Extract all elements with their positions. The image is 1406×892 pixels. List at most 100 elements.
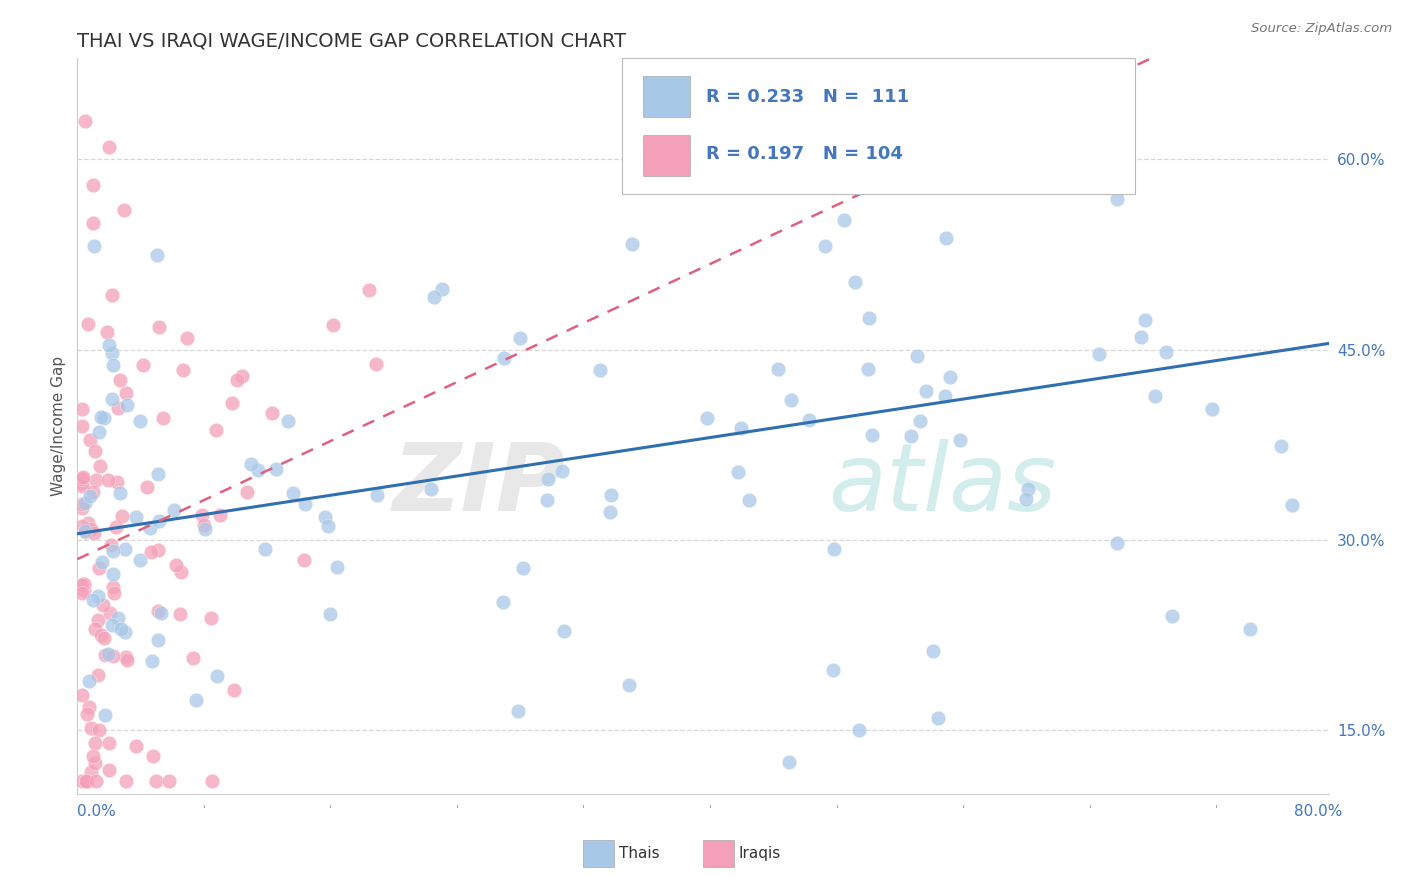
Point [83, 239, 105, 253]
Point [799, 413, 821, 427]
Point [900, 429, 922, 443]
Point [226, 373, 249, 387]
Point [1107, 536, 1129, 550]
Point [512, 560, 534, 574]
Point [364, 357, 387, 371]
Point [87, 667, 110, 681]
Point [208, 508, 231, 523]
Point [419, 483, 441, 497]
Point [165, 558, 187, 573]
Point [101, 618, 124, 632]
Point [129, 553, 152, 567]
Point [905, 349, 928, 363]
Point [194, 523, 217, 537]
Point [152, 410, 174, 425]
Point [82, 178, 104, 192]
Text: atlas: atlas [828, 439, 1056, 531]
Point [294, 553, 316, 567]
Text: 80.0%: 80.0% [1295, 805, 1343, 819]
Point [82, 592, 104, 607]
Point [84, 735, 107, 749]
Point [101, 287, 124, 301]
Point [117, 398, 139, 412]
Point [145, 774, 167, 789]
Point [620, 237, 643, 252]
Point [103, 358, 125, 372]
Point [89, 458, 111, 473]
Point [128, 413, 150, 427]
Point [125, 510, 148, 524]
Point [146, 603, 169, 617]
Point [83, 526, 105, 541]
Point [114, 774, 136, 789]
Point [780, 392, 803, 407]
Point [70, 479, 93, 493]
Point [357, 283, 380, 297]
Point [319, 607, 342, 622]
Point [83, 756, 105, 770]
Point [82, 484, 104, 499]
Point [163, 502, 186, 516]
Point [927, 711, 949, 725]
Point [70, 688, 93, 702]
Point [738, 492, 761, 507]
Point [70, 497, 93, 511]
Point [70, 472, 93, 486]
Point [97, 648, 120, 662]
Point [89, 723, 111, 737]
Point [93, 410, 115, 425]
Point [150, 607, 173, 621]
Point [922, 644, 945, 658]
Point [1133, 312, 1156, 326]
Point [236, 484, 259, 499]
Text: 0.0%: 0.0% [77, 805, 117, 819]
Point [1156, 345, 1178, 359]
Point [114, 625, 136, 640]
Point [821, 663, 844, 677]
Point [277, 414, 299, 428]
Point [266, 462, 288, 476]
Point [101, 581, 124, 595]
Point [75, 114, 97, 128]
Point [115, 386, 138, 401]
Point [70, 585, 93, 599]
Point [108, 486, 131, 500]
Text: R = 0.233   N =  111: R = 0.233 N = 111 [706, 88, 908, 106]
Point [860, 427, 883, 442]
Point [101, 566, 124, 581]
Point [599, 505, 621, 519]
Point [915, 384, 938, 399]
Point [87, 613, 110, 627]
Point [103, 585, 125, 599]
Point [146, 632, 169, 647]
Point [492, 595, 515, 609]
Point [105, 475, 128, 489]
Point [1015, 491, 1038, 506]
Point [1281, 498, 1303, 512]
Point [72, 577, 94, 591]
Point [108, 373, 131, 387]
Point [260, 405, 283, 419]
Point [813, 239, 835, 253]
Point [1201, 402, 1223, 417]
Point [766, 362, 789, 376]
Point [181, 651, 204, 665]
Point [430, 283, 453, 297]
Point [79, 700, 101, 714]
Point [125, 739, 148, 754]
Point [90, 628, 112, 642]
Point [170, 566, 193, 580]
Point [73, 582, 96, 597]
Point [848, 723, 870, 738]
Point [224, 683, 246, 698]
Point [97, 736, 120, 750]
Point [98, 606, 121, 620]
Point [70, 774, 93, 789]
Point [148, 319, 170, 334]
Point [553, 624, 575, 638]
Y-axis label: Wage/Income Gap: Wage/Income Gap [51, 356, 66, 496]
Point [551, 465, 574, 479]
Point [70, 475, 93, 490]
Point [934, 389, 956, 403]
Point [506, 704, 529, 718]
